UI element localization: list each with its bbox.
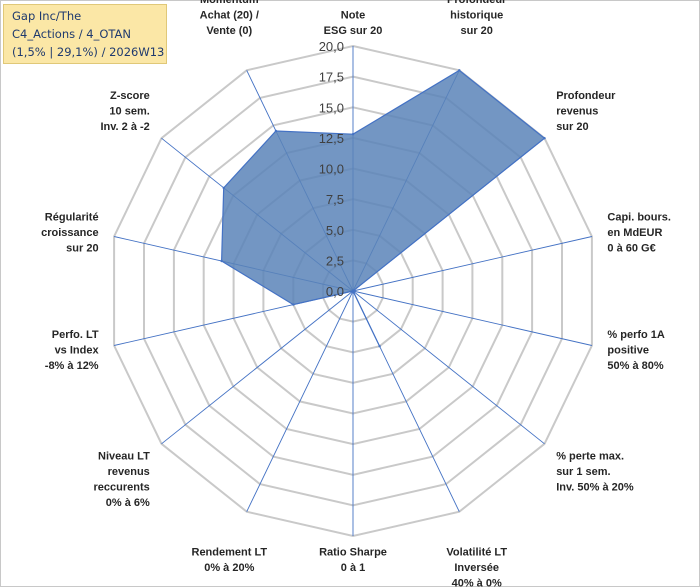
radial-tick-labels: 0,0 2,5 5,0 7,5 10,0 12,5 15,0 17,5 20,0 (319, 39, 344, 299)
tick-label: 5,0 (326, 223, 344, 238)
data-point (220, 259, 223, 263)
axis-label-line: vs Index (55, 345, 100, 357)
axis-label-line: Z-score (110, 90, 150, 102)
axis-label: Niveau LT revenus reccurents 0% à 6% (94, 451, 151, 510)
axis-label: Volatilité LT Inversée 40% à 0% (446, 547, 507, 587)
axis-label-line: Profondeur (556, 90, 616, 102)
axis-label-line: 0 à 1 (341, 562, 365, 574)
axis-spoke (352, 236, 593, 292)
data-point (543, 137, 546, 140)
axis-label-line: en MdEUR (607, 227, 662, 239)
axis-label-line: 50% à 80% (607, 360, 663, 372)
axis-label: Note ESG sur 20 (324, 10, 383, 38)
info-params: (1,5% | 29,1%) / 2026W13 (12, 45, 165, 59)
tick-label: 7,5 (326, 192, 344, 207)
axis-label-line: revenus (556, 105, 598, 117)
axis-label-line: % perte max. (556, 451, 624, 463)
axis-label-line: positive (607, 345, 649, 357)
axis-label-line: 40% à 0% (452, 578, 502, 587)
axis-label-line: sur 20 (66, 242, 98, 254)
axis-label-line: Ratio Sharpe (319, 547, 387, 559)
axis-label-line: Niveau LT (98, 451, 150, 463)
axis-label-line: 0% à 6% (106, 497, 150, 509)
axis-label-line: sur 20 (460, 25, 492, 37)
axis-label-line: Volatilité LT (446, 547, 507, 559)
axis-label-line: 0% à 20% (204, 562, 254, 574)
axis-label-line: Rendement LT (192, 547, 268, 559)
axis-label-line: Inv. 50% à 20% (556, 482, 634, 494)
axis-label: Perfo. LT vs Index -8% à 12% (45, 329, 100, 372)
axis-label-line: Profondeur (447, 0, 507, 6)
tick-label: 12,5 (319, 131, 344, 146)
tick-label: 2,5 (326, 253, 344, 268)
axis-label-line: Momentum (200, 0, 259, 6)
axis-label: Régularité croissance sur 20 (41, 211, 98, 254)
axis-label-line: % perfo 1A (607, 329, 665, 341)
axis-label: Rendement LT 0% à 20% (192, 547, 268, 575)
data-point (351, 133, 355, 136)
axis-label-line: Note (341, 10, 365, 22)
axis-spoke (352, 290, 545, 445)
axis-label: Momentum Achat (20) / Vente (0) (200, 0, 259, 37)
axis-label-line: ESG sur 20 (324, 25, 383, 37)
info-category: C4_Actions / 4_OTAN (12, 27, 132, 41)
axis-label-line: sur 20 (556, 121, 588, 133)
tick-label: 20,0 (319, 39, 344, 54)
tick-label: 0,0 (326, 284, 344, 299)
tick-label: 17,5 (319, 70, 344, 85)
data-point (274, 129, 278, 133)
axis-label-line: Perfo. LT (52, 329, 99, 341)
info-company: Gap Inc/The (12, 9, 82, 23)
axis-label: Z-score 10 sem. Inv. 2 à -2 (100, 90, 149, 133)
axis-spoke (352, 290, 593, 346)
data-point (378, 345, 381, 348)
data-point (351, 289, 355, 293)
tick-label: 10,0 (319, 162, 344, 177)
axis-label: Ratio Sharpe 0 à 1 (319, 547, 387, 575)
axis-labels: Note ESG sur 20 Profondeur historique sur 20… (41, 0, 671, 587)
info-box: Gap Inc/The C4_Actions / 4_OTAN (1,5% | … (3, 4, 167, 64)
radar-series (220, 69, 546, 348)
axis-label-line: Inv. 2 à -2 (100, 121, 149, 133)
axis-label: Profondeur historique sur 20 (447, 0, 507, 37)
axis-spoke (246, 290, 354, 512)
axis-label-line: Capi. bours. (607, 211, 671, 223)
axis-label-line: croissance (41, 227, 98, 239)
axis-label: % perte max. sur 1 sem. Inv. 50% à 20% (556, 451, 634, 494)
axis-label-line: 0 à 60 G€ (607, 242, 655, 254)
data-point (222, 186, 225, 190)
data-point (458, 69, 461, 72)
axis-spoke (161, 290, 354, 445)
axis-label-line: 10 sem. (109, 105, 149, 117)
tick-label: 15,0 (319, 100, 344, 115)
data-point (292, 303, 295, 306)
axis-label-line: Régularité (45, 211, 99, 223)
axis-label-line: sur 1 sem. (556, 466, 610, 478)
axis-label-line: Achat (20) / (200, 10, 259, 22)
axis-label: % perfo 1A positive 50% à 80% (607, 329, 665, 372)
axis-label: Profondeur revenus sur 20 (556, 90, 616, 133)
axis-label-line: revenus (108, 466, 150, 478)
axis-label: Capi. bours. en MdEUR 0 à 60 G€ (607, 211, 671, 254)
axis-label-line: Inversée (454, 562, 499, 574)
axis-label-line: -8% à 12% (45, 360, 99, 372)
axis-label-line: reccurents (94, 482, 150, 494)
axis-label-line: Vente (0) (206, 25, 252, 37)
series-area (220, 69, 546, 347)
axis-label-line: historique (450, 10, 503, 22)
